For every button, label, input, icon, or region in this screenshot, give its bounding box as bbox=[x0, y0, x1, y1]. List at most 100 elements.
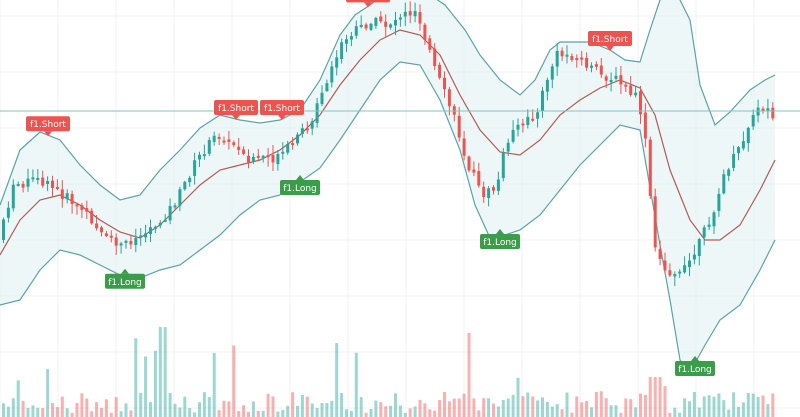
candle-body bbox=[722, 174, 726, 194]
candle-body bbox=[413, 11, 417, 17]
volume-bar bbox=[51, 403, 54, 417]
long-signal-marker: f1.Long bbox=[280, 175, 320, 195]
candle-body bbox=[403, 11, 407, 17]
candle-body bbox=[335, 57, 339, 68]
volume-bar bbox=[305, 396, 309, 417]
volume-bar bbox=[526, 392, 530, 417]
candle-body bbox=[276, 153, 280, 165]
volume-bar bbox=[291, 392, 295, 417]
candle-body bbox=[153, 226, 157, 229]
volume-bar bbox=[153, 350, 157, 417]
volume-bar bbox=[492, 403, 495, 417]
candle-body bbox=[751, 115, 755, 127]
volume-bar bbox=[565, 392, 569, 417]
volume-bar bbox=[286, 405, 290, 417]
candle-body bbox=[173, 205, 177, 208]
volume-bar bbox=[46, 369, 50, 417]
candle-body bbox=[139, 235, 143, 238]
volume-bar bbox=[359, 397, 363, 417]
volume-bar bbox=[575, 396, 579, 417]
volume-bar bbox=[531, 396, 535, 417]
signal-markers: f1.Short f1.Long f1.Short f1.Short f1.Long f1… bbox=[26, 0, 715, 376]
candle-body bbox=[482, 186, 486, 198]
volume-bar bbox=[653, 377, 657, 417]
volume-bar bbox=[418, 399, 422, 417]
candle-body bbox=[643, 112, 647, 139]
candle-body bbox=[712, 212, 716, 227]
candle-body bbox=[702, 227, 706, 238]
volume-bar bbox=[36, 407, 40, 417]
volume-bar bbox=[585, 401, 589, 417]
volume-bar bbox=[599, 391, 603, 417]
volume-bar bbox=[629, 399, 633, 417]
volume-bar bbox=[477, 410, 481, 417]
candle-body bbox=[227, 139, 231, 142]
candle-body bbox=[590, 65, 593, 68]
signal-label: f1.Short bbox=[592, 35, 628, 45]
volume-bar bbox=[261, 410, 265, 417]
volume-bar bbox=[678, 412, 682, 417]
candle-body bbox=[16, 184, 20, 187]
candle-body bbox=[423, 24, 427, 40]
short-signal-marker: f1.Short bbox=[260, 100, 304, 120]
volume-bar bbox=[756, 396, 760, 417]
candle-body bbox=[60, 189, 64, 199]
volume-bar bbox=[26, 407, 30, 417]
candle-body bbox=[222, 140, 226, 143]
volume-bar bbox=[707, 395, 711, 417]
candle-body bbox=[2, 219, 5, 240]
volume-bar bbox=[114, 397, 118, 417]
candle-body bbox=[531, 118, 535, 121]
candle-body bbox=[198, 154, 201, 160]
volume-bar bbox=[242, 405, 246, 417]
volume-bar bbox=[330, 400, 334, 417]
candle-body bbox=[462, 138, 466, 156]
short-signal-marker: f1.Short bbox=[346, 0, 390, 8]
candlestick-series bbox=[2, 1, 775, 287]
candle-body bbox=[11, 184, 15, 209]
short-signal-marker: f1.Short bbox=[214, 100, 258, 120]
volume-bar bbox=[609, 405, 613, 417]
volume-bar bbox=[590, 407, 593, 417]
candle-body bbox=[232, 142, 236, 146]
volume-bar bbox=[173, 403, 177, 417]
candle-body bbox=[41, 177, 45, 186]
volume-bar bbox=[717, 393, 721, 417]
candle-body bbox=[31, 177, 35, 180]
candle-body bbox=[639, 91, 642, 115]
volume-bar bbox=[511, 394, 515, 417]
candle-body bbox=[345, 39, 348, 44]
long-signal-marker: f1.Long bbox=[105, 268, 145, 289]
volume-bar bbox=[251, 401, 255, 417]
volume-bar bbox=[85, 398, 89, 417]
candle-body bbox=[477, 170, 481, 186]
candle-body bbox=[526, 116, 530, 126]
candle-body bbox=[207, 139, 211, 154]
signal-label: f1.Short bbox=[350, 0, 386, 1]
candle-body bbox=[624, 84, 628, 87]
candle-body bbox=[124, 240, 128, 243]
candle-body bbox=[163, 219, 167, 222]
volume-bar bbox=[683, 398, 687, 417]
volume-bar bbox=[712, 396, 716, 417]
candle-body bbox=[492, 187, 495, 191]
candle-body bbox=[766, 108, 770, 111]
volume-bar bbox=[766, 404, 770, 417]
volume-bar bbox=[536, 400, 540, 417]
candle-body bbox=[134, 237, 138, 246]
candle-body bbox=[26, 178, 30, 187]
candle-body bbox=[550, 66, 554, 80]
volume-bar bbox=[134, 338, 138, 417]
volume-bar bbox=[247, 411, 250, 417]
volume-bars bbox=[2, 327, 775, 417]
volume-bar bbox=[403, 412, 407, 417]
candle-body bbox=[300, 128, 304, 134]
candle-body bbox=[619, 75, 623, 85]
volume-bar bbox=[144, 356, 148, 417]
volume-bar bbox=[374, 400, 378, 417]
candle-body bbox=[447, 89, 451, 107]
candle-body bbox=[217, 136, 221, 139]
candle-body bbox=[212, 135, 216, 142]
candle-body bbox=[188, 177, 192, 183]
candle-body bbox=[683, 265, 687, 273]
